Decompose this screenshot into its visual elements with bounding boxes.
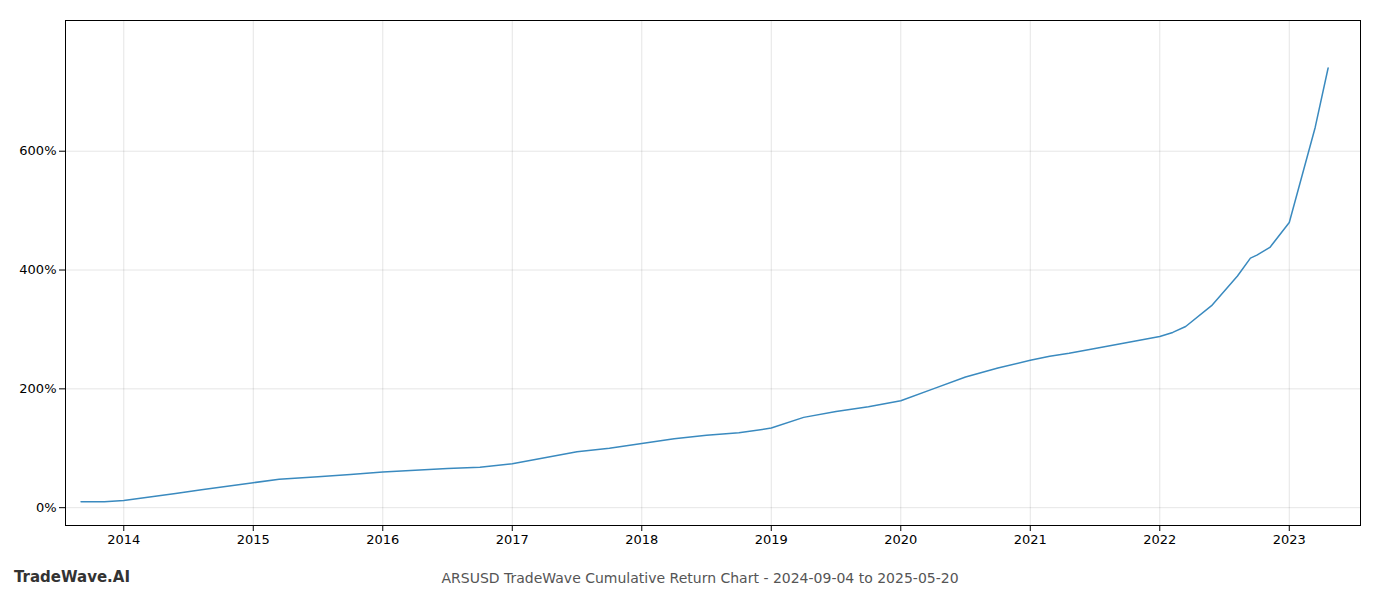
svg-text:2016: 2016	[366, 532, 399, 547]
svg-text:2019: 2019	[755, 532, 788, 547]
svg-text:2014: 2014	[107, 532, 140, 547]
svg-text:2022: 2022	[1143, 532, 1176, 547]
svg-text:2023: 2023	[1273, 532, 1306, 547]
svg-text:600%: 600%	[19, 143, 56, 158]
svg-text:2020: 2020	[884, 532, 917, 547]
svg-text:400%: 400%	[19, 262, 56, 277]
svg-text:200%: 200%	[19, 381, 56, 396]
svg-text:2021: 2021	[1014, 532, 1047, 547]
svg-text:0%: 0%	[36, 500, 57, 515]
svg-text:2017: 2017	[496, 532, 529, 547]
svg-text:2018: 2018	[625, 532, 658, 547]
html-text:ARSUSD TradeWave Cumulative Re: ARSUSD TradeWave Cumulative Return Chart…	[441, 570, 959, 586]
svg-text:2015: 2015	[237, 532, 270, 547]
html-text:TradeWave.AI: TradeWave.AI	[14, 568, 130, 586]
